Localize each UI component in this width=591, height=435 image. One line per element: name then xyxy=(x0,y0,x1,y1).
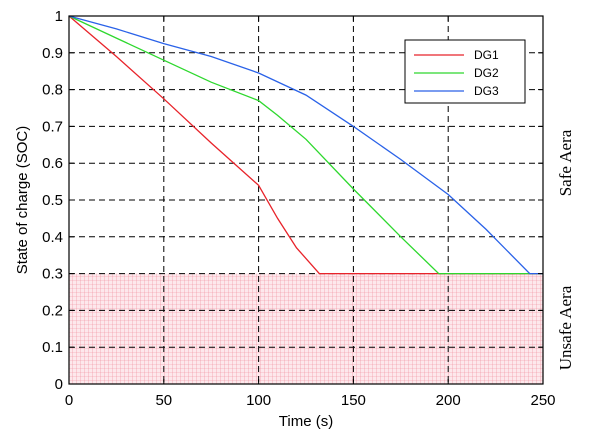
x-tick-label: 200 xyxy=(436,392,461,409)
x-tick-label: 150 xyxy=(341,392,366,409)
series-line-dg3 xyxy=(68,15,543,275)
y-tick-label: 0.3 xyxy=(42,266,63,283)
y-axis-label: State of charge (SOC) xyxy=(14,126,31,274)
series-line-dg1 xyxy=(68,15,543,275)
y-tick-label: 0.7 xyxy=(42,118,63,135)
unsafe-region xyxy=(69,273,543,384)
x-tick-label: 250 xyxy=(530,392,555,409)
x-tick-label: 100 xyxy=(246,392,271,409)
unsafe-area-label: Unsafe Aera xyxy=(556,285,575,370)
y-tick-label: 0.2 xyxy=(42,302,63,319)
y-tick-label: 1 xyxy=(55,8,63,25)
legend-label-dg3: DG3 xyxy=(474,84,499,98)
y-tick-label: 0 xyxy=(55,376,63,393)
x-tick-label: 50 xyxy=(155,392,172,409)
y-tick-label: 0.8 xyxy=(42,82,63,99)
legend-label-dg2: DG2 xyxy=(474,66,499,80)
y-tick-label: 0.1 xyxy=(42,339,63,356)
x-tick-label: 0 xyxy=(65,392,73,409)
y-tick-label: 0.5 xyxy=(42,192,63,209)
legend-label-dg1: DG1 xyxy=(474,48,499,62)
y-tick-label: 0.9 xyxy=(42,45,63,62)
y-tick-label: 0.4 xyxy=(42,229,63,246)
legend: DG1 DG2 DG3 xyxy=(404,39,526,104)
series-line-dg2 xyxy=(68,15,543,275)
legend-box xyxy=(404,39,526,104)
safe-area-label: Safe Aera xyxy=(556,129,575,196)
x-axis-label: Time (s) xyxy=(279,413,333,430)
y-tick-label: 0.6 xyxy=(42,155,63,172)
